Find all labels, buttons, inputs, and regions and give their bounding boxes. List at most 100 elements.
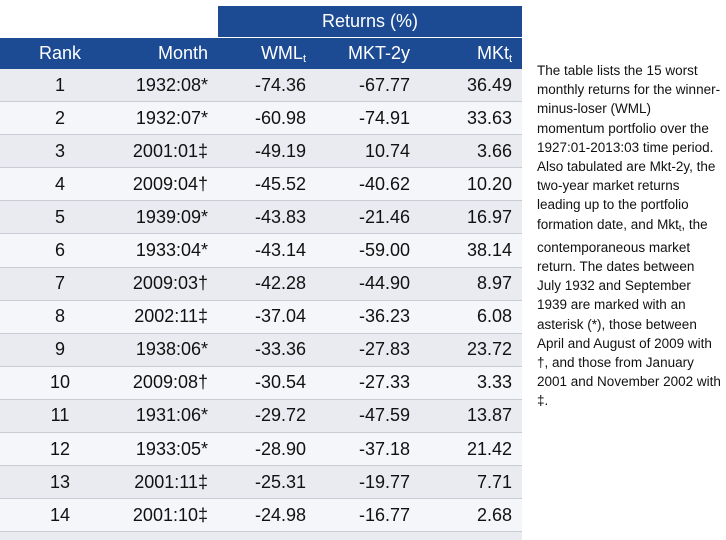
month-cell: 2002:11‡ <box>120 300 218 334</box>
rank-cell: 15 <box>0 531 120 540</box>
table-row: 3 2001:01‡ -49.19 10.74 3.66 <box>0 134 523 169</box>
table-caption: The table lists the 15 worst monthly ret… <box>537 61 722 411</box>
month-cell: 1974:01 <box>120 531 218 540</box>
wml-cell: -60.98 <box>218 101 316 136</box>
wml-header-label: WML <box>260 42 303 63</box>
table-row: 6 1933:04* -43.14 -59.00 38.14 <box>0 233 523 268</box>
month-cell: 2009:03† <box>120 267 218 301</box>
mkt-cell: 13.87 <box>420 399 523 434</box>
rank-column-header: Rank <box>0 37 120 69</box>
mkt2y-cell: -47.59 <box>316 399 420 434</box>
group-header-blank <box>0 6 218 38</box>
table-row: 2 1932:07* -60.98 -74.91 33.63 <box>0 101 523 136</box>
wml-cell: -25.31 <box>218 465 316 500</box>
mkt-cell: 0.46 <box>420 531 523 540</box>
mkt-cell: 21.42 <box>420 432 523 467</box>
mkt-header-subscript: t <box>508 52 513 65</box>
table-row: 151974:01-24.04-5.670.46 <box>0 531 523 540</box>
table-row: 8 2002:11‡ -37.04 -36.23 6.08 <box>0 300 523 334</box>
mkt2y-cell: -59.00 <box>316 233 420 268</box>
mkt2y-cell: -19.77 <box>316 465 420 500</box>
wml-cell: -24.98 <box>218 498 316 533</box>
mkt-column-header: MKtt <box>420 37 523 69</box>
rank-cell: 13 <box>0 465 120 500</box>
mkt2y-cell: -5.67 <box>316 531 420 540</box>
table-row: 9 1938:06* -33.36 -27.83 23.72 <box>0 333 523 367</box>
wml-cell: -42.28 <box>218 267 316 301</box>
wml-cell: -45.52 <box>218 167 316 202</box>
table-row: 5 1939:09* -43.83 -21.46 16.97 <box>0 200 523 235</box>
month-cell: 2009:04† <box>120 167 218 202</box>
month-cell: 1932:08* <box>120 69 218 103</box>
mkt-cell: 6.08 <box>420 300 523 334</box>
wml-cell: -33.36 <box>218 333 316 367</box>
rank-cell: 1 <box>0 69 120 103</box>
table-row: 14 2001:10‡ -24.98 -16.77 2.68 <box>0 498 523 533</box>
mkt2y-cell: -74.91 <box>316 101 420 136</box>
mkt2y-cell: -21.46 <box>316 200 420 235</box>
mkt-cell: 8.97 <box>420 267 523 301</box>
wml-cell: -29.72 <box>218 399 316 434</box>
wml-cell: -43.83 <box>218 200 316 235</box>
mkt-header-label: MKt <box>476 42 509 63</box>
month-cell: 1931:06* <box>120 399 218 434</box>
rank-cell: 8 <box>0 300 120 334</box>
mkt2y-cell: -27.83 <box>316 333 420 367</box>
month-cell: 2001:10‡ <box>120 498 218 533</box>
wml-cell: -24.04 <box>218 531 316 540</box>
rank-cell: 12 <box>0 432 120 467</box>
rank-cell: 5 <box>0 200 120 235</box>
mkt2y-column-header: MKT-2y <box>316 37 420 69</box>
rank-cell: 4 <box>0 167 120 202</box>
month-cell: 2001:01‡ <box>120 134 218 169</box>
month-cell: 2009:08† <box>120 366 218 400</box>
month-cell: 1939:09* <box>120 200 218 235</box>
wml-cell: -28.90 <box>218 432 316 467</box>
wml-cell: -37.04 <box>218 300 316 334</box>
worst-returns-table: Returns (%) Rank Month WMLt MKT-2y MKtt … <box>0 6 523 540</box>
wml-cell: -49.19 <box>218 134 316 169</box>
column-header-row: Rank Month WMLt MKT-2y MKtt <box>0 37 523 69</box>
wml-cell: -74.36 <box>218 69 316 103</box>
wml-column-header: WMLt <box>218 37 316 69</box>
mkt2y-cell: -40.62 <box>316 167 420 202</box>
caption-text-part1: The table lists the 15 worst monthly ret… <box>537 63 721 232</box>
caption-subscript: t <box>678 222 682 233</box>
mkt-cell: 33.63 <box>420 101 523 136</box>
table-row: 13 2001:11‡ -25.31 -19.77 7.71 <box>0 465 523 500</box>
mkt-cell: 3.66 <box>420 134 523 169</box>
mkt2y-cell: -27.33 <box>316 366 420 400</box>
month-cell: 2001:11‡ <box>120 465 218 500</box>
rank-cell: 7 <box>0 267 120 301</box>
wml-cell: -30.54 <box>218 366 316 400</box>
month-cell: 1938:06* <box>120 333 218 367</box>
mkt-cell: 2.68 <box>420 498 523 533</box>
table-row: 4 2009:04† -45.52 -40.62 10.20 <box>0 167 523 202</box>
returns-group-header: Returns (%) <box>218 6 523 38</box>
mkt2y-cell: -16.77 <box>316 498 420 533</box>
table-row: 7 2009:03† -42.28 -44.90 8.97 <box>0 267 523 301</box>
rank-cell: 14 <box>0 498 120 533</box>
mkt-cell: 36.49 <box>420 69 523 103</box>
table-row: 11 1931:06* -29.72 -47.59 13.87 <box>0 399 523 434</box>
mkt-cell: 16.97 <box>420 200 523 235</box>
rank-cell: 3 <box>0 134 120 169</box>
rank-cell: 11 <box>0 399 120 434</box>
group-header-row: Returns (%) <box>0 6 523 38</box>
mkt-cell: 23.72 <box>420 333 523 367</box>
rank-cell: 9 <box>0 333 120 367</box>
wml-cell: -43.14 <box>218 233 316 268</box>
mkt-cell: 10.20 <box>420 167 523 202</box>
wml-header-subscript: t <box>302 52 306 65</box>
table-row: 10 2009:08† -30.54 -27.33 3.33 <box>0 366 523 400</box>
mkt-cell: 7.71 <box>420 465 523 500</box>
mkt2y-cell: -37.18 <box>316 432 420 467</box>
caption-text-part2: , the contemporaneous market return. The… <box>537 216 721 409</box>
rank-cell: 10 <box>0 366 120 400</box>
mkt2y-cell: -36.23 <box>316 300 420 334</box>
month-cell: 1932:07* <box>120 101 218 136</box>
mkt2y-cell: -67.77 <box>316 69 420 103</box>
rank-cell: 2 <box>0 101 120 136</box>
rank-cell: 6 <box>0 233 120 268</box>
